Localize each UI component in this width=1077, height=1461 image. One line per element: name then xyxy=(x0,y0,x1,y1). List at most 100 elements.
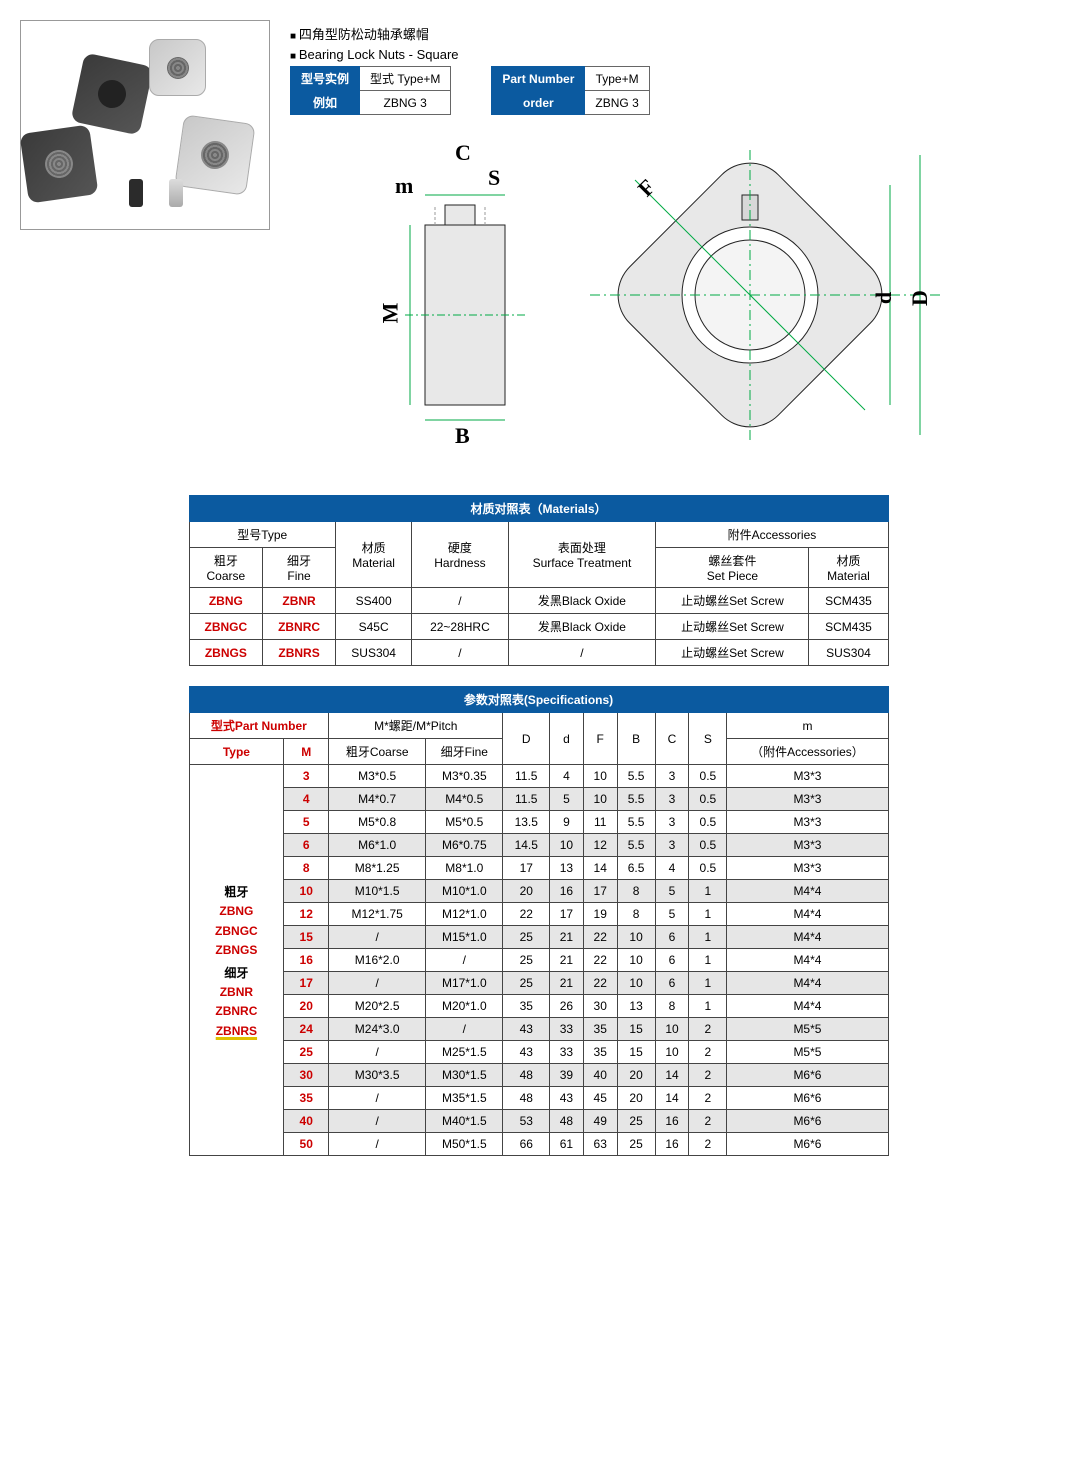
spec-cell: 48 xyxy=(503,1064,550,1087)
spec-cell: M4*4 xyxy=(727,926,888,949)
spec-cell: 1 xyxy=(689,972,727,995)
mat-cell: / xyxy=(508,640,656,666)
mat-cell: ZBNG xyxy=(189,588,263,614)
spec-h-S: S xyxy=(689,713,727,765)
spec-cell: 3 xyxy=(655,788,689,811)
materials-row: ZBNGSZBNRSSUS304//止动螺丝Set ScrewSUS304 xyxy=(189,640,888,666)
spec-cell: 14 xyxy=(583,857,617,880)
mat-cell: / xyxy=(412,640,508,666)
spec-cell: 17 xyxy=(503,857,550,880)
mat-cell: 止动螺丝Set Screw xyxy=(656,640,809,666)
mat-h-fine: 细牙 Fine xyxy=(263,548,336,588)
spec-cell: 2 xyxy=(689,1018,727,1041)
spec-cell: M4*4 xyxy=(727,995,888,1018)
spec-cell: 6 xyxy=(655,926,689,949)
spec-cell: M10*1.0 xyxy=(426,880,503,903)
spec-cell: 25 xyxy=(617,1133,655,1156)
spec-cell: M17*1.0 xyxy=(426,972,503,995)
mat-h-accmat: 材质 Material xyxy=(809,548,888,588)
spec-cell: M5*5 xyxy=(727,1018,888,1041)
mat-cell: S45C xyxy=(335,614,411,640)
spec-cell: 1 xyxy=(689,903,727,926)
title-en: Bearing Lock Nuts - Square xyxy=(290,47,1057,62)
spec-cell: 8 xyxy=(284,857,329,880)
mat-cell: SUS304 xyxy=(809,640,888,666)
product-photo xyxy=(20,20,270,230)
spec-cell: 0.5 xyxy=(689,765,727,788)
spec-cell: M20*1.0 xyxy=(426,995,503,1018)
diagram-top-view: F d D xyxy=(580,145,960,445)
spec-h-B: B xyxy=(617,713,655,765)
spec-cell: 1 xyxy=(689,995,727,1018)
spec-cell: 15 xyxy=(617,1018,655,1041)
header-block: 四角型防松动轴承螺帽 Bearing Lock Nuts - Square 型号… xyxy=(290,20,1057,475)
spec-cell: M3*3 xyxy=(727,765,888,788)
spec-cell: 30 xyxy=(284,1064,329,1087)
spec-cell: 14.5 xyxy=(503,834,550,857)
spec-cell: M4*4 xyxy=(727,972,888,995)
spec-row: 12M12*1.75M12*1.0221719851M4*4 xyxy=(189,903,888,926)
lbl-M: M xyxy=(377,303,403,324)
spec-cell: 10 xyxy=(617,972,655,995)
spec-cell: 1 xyxy=(689,880,727,903)
spec-cell: 14 xyxy=(655,1064,689,1087)
spec-cell: 10 xyxy=(655,1018,689,1041)
spec-cell: 13 xyxy=(550,857,584,880)
spec-row: 40/M40*1.553484925162M6*6 xyxy=(189,1110,888,1133)
mat-h-hardness: 硬度 Hardness xyxy=(412,522,508,588)
spec-row: 15/M15*1.02521221061M4*4 xyxy=(189,926,888,949)
spec-cell: 11.5 xyxy=(503,765,550,788)
spec-row: 8M8*1.25M8*1.01713146.540.5M3*3 xyxy=(189,857,888,880)
spec-h-d: d xyxy=(550,713,584,765)
spec-cell: 8 xyxy=(617,903,655,926)
spec-cell: M5*0.5 xyxy=(426,811,503,834)
spec-cell: 21 xyxy=(550,926,584,949)
spec-cell: 12 xyxy=(583,834,617,857)
spec-cell: 16 xyxy=(655,1133,689,1156)
spec-cell: M6*1.0 xyxy=(329,834,426,857)
spec-row: 17/M17*1.02521221061M4*4 xyxy=(189,972,888,995)
spec-cell: M8*1.25 xyxy=(329,857,426,880)
spec-cell: 39 xyxy=(550,1064,584,1087)
spec-cell: M8*1.0 xyxy=(426,857,503,880)
spec-cell: / xyxy=(329,972,426,995)
spec-cell: 6 xyxy=(655,972,689,995)
spec-h-pn: 型式Part Number xyxy=(189,713,329,739)
spec-cell: 26 xyxy=(550,995,584,1018)
spec-cell: 5 xyxy=(655,880,689,903)
spec-h-coarse: 粗牙Coarse xyxy=(329,739,426,765)
spec-h-m: m xyxy=(727,713,888,739)
spec-cell: 20 xyxy=(503,880,550,903)
spec-cell: 17 xyxy=(550,903,584,926)
spec-cell: / xyxy=(426,1018,503,1041)
spec-cell: 5.5 xyxy=(617,765,655,788)
spec-cell: M24*3.0 xyxy=(329,1018,426,1041)
spec-cell: 2 xyxy=(689,1133,727,1156)
spec-cell: 17 xyxy=(284,972,329,995)
spec-cell: 2 xyxy=(689,1041,727,1064)
mat-cell: ZBNR xyxy=(263,588,336,614)
spec-row: 粗牙ZBNGZBNGCZBNGS细牙ZBNRZBNRCZBNRS3M3*0.5M… xyxy=(189,765,888,788)
spec-row: 35/M35*1.548434520142M6*6 xyxy=(189,1087,888,1110)
spec-cell: 8 xyxy=(655,995,689,1018)
mini-cn-h2v: ZBNG 3 xyxy=(360,91,451,115)
spec-cell: 2 xyxy=(689,1064,727,1087)
materials-row: ZBNGZBNRSS400/发黑Black Oxide止动螺丝Set Screw… xyxy=(189,588,888,614)
mat-h-material: 材质 Material xyxy=(335,522,411,588)
spec-cell: / xyxy=(329,1110,426,1133)
materials-row: ZBNGCZBNRCS45C22~28HRC发黑Black Oxide止动螺丝S… xyxy=(189,614,888,640)
spec-cell: M5*5 xyxy=(727,1041,888,1064)
spec-cell: 24 xyxy=(284,1018,329,1041)
lbl-D: D xyxy=(907,290,933,306)
spec-cell: M4*0.7 xyxy=(329,788,426,811)
spec-cell: 35 xyxy=(583,1041,617,1064)
spec-cell: / xyxy=(329,1087,426,1110)
spec-cell: M4*4 xyxy=(727,880,888,903)
spec-table: 参数对照表(Specifications) 型式Part Number M*螺距… xyxy=(189,686,889,1156)
spec-h-fine: 细牙Fine xyxy=(426,739,503,765)
spec-row: 16M16*2.0/2521221061M4*4 xyxy=(189,949,888,972)
spec-cell: 13 xyxy=(617,995,655,1018)
spec-cell: 20 xyxy=(617,1064,655,1087)
spec-row: 50/M50*1.566616325162M6*6 xyxy=(189,1133,888,1156)
spec-cell: 43 xyxy=(503,1018,550,1041)
